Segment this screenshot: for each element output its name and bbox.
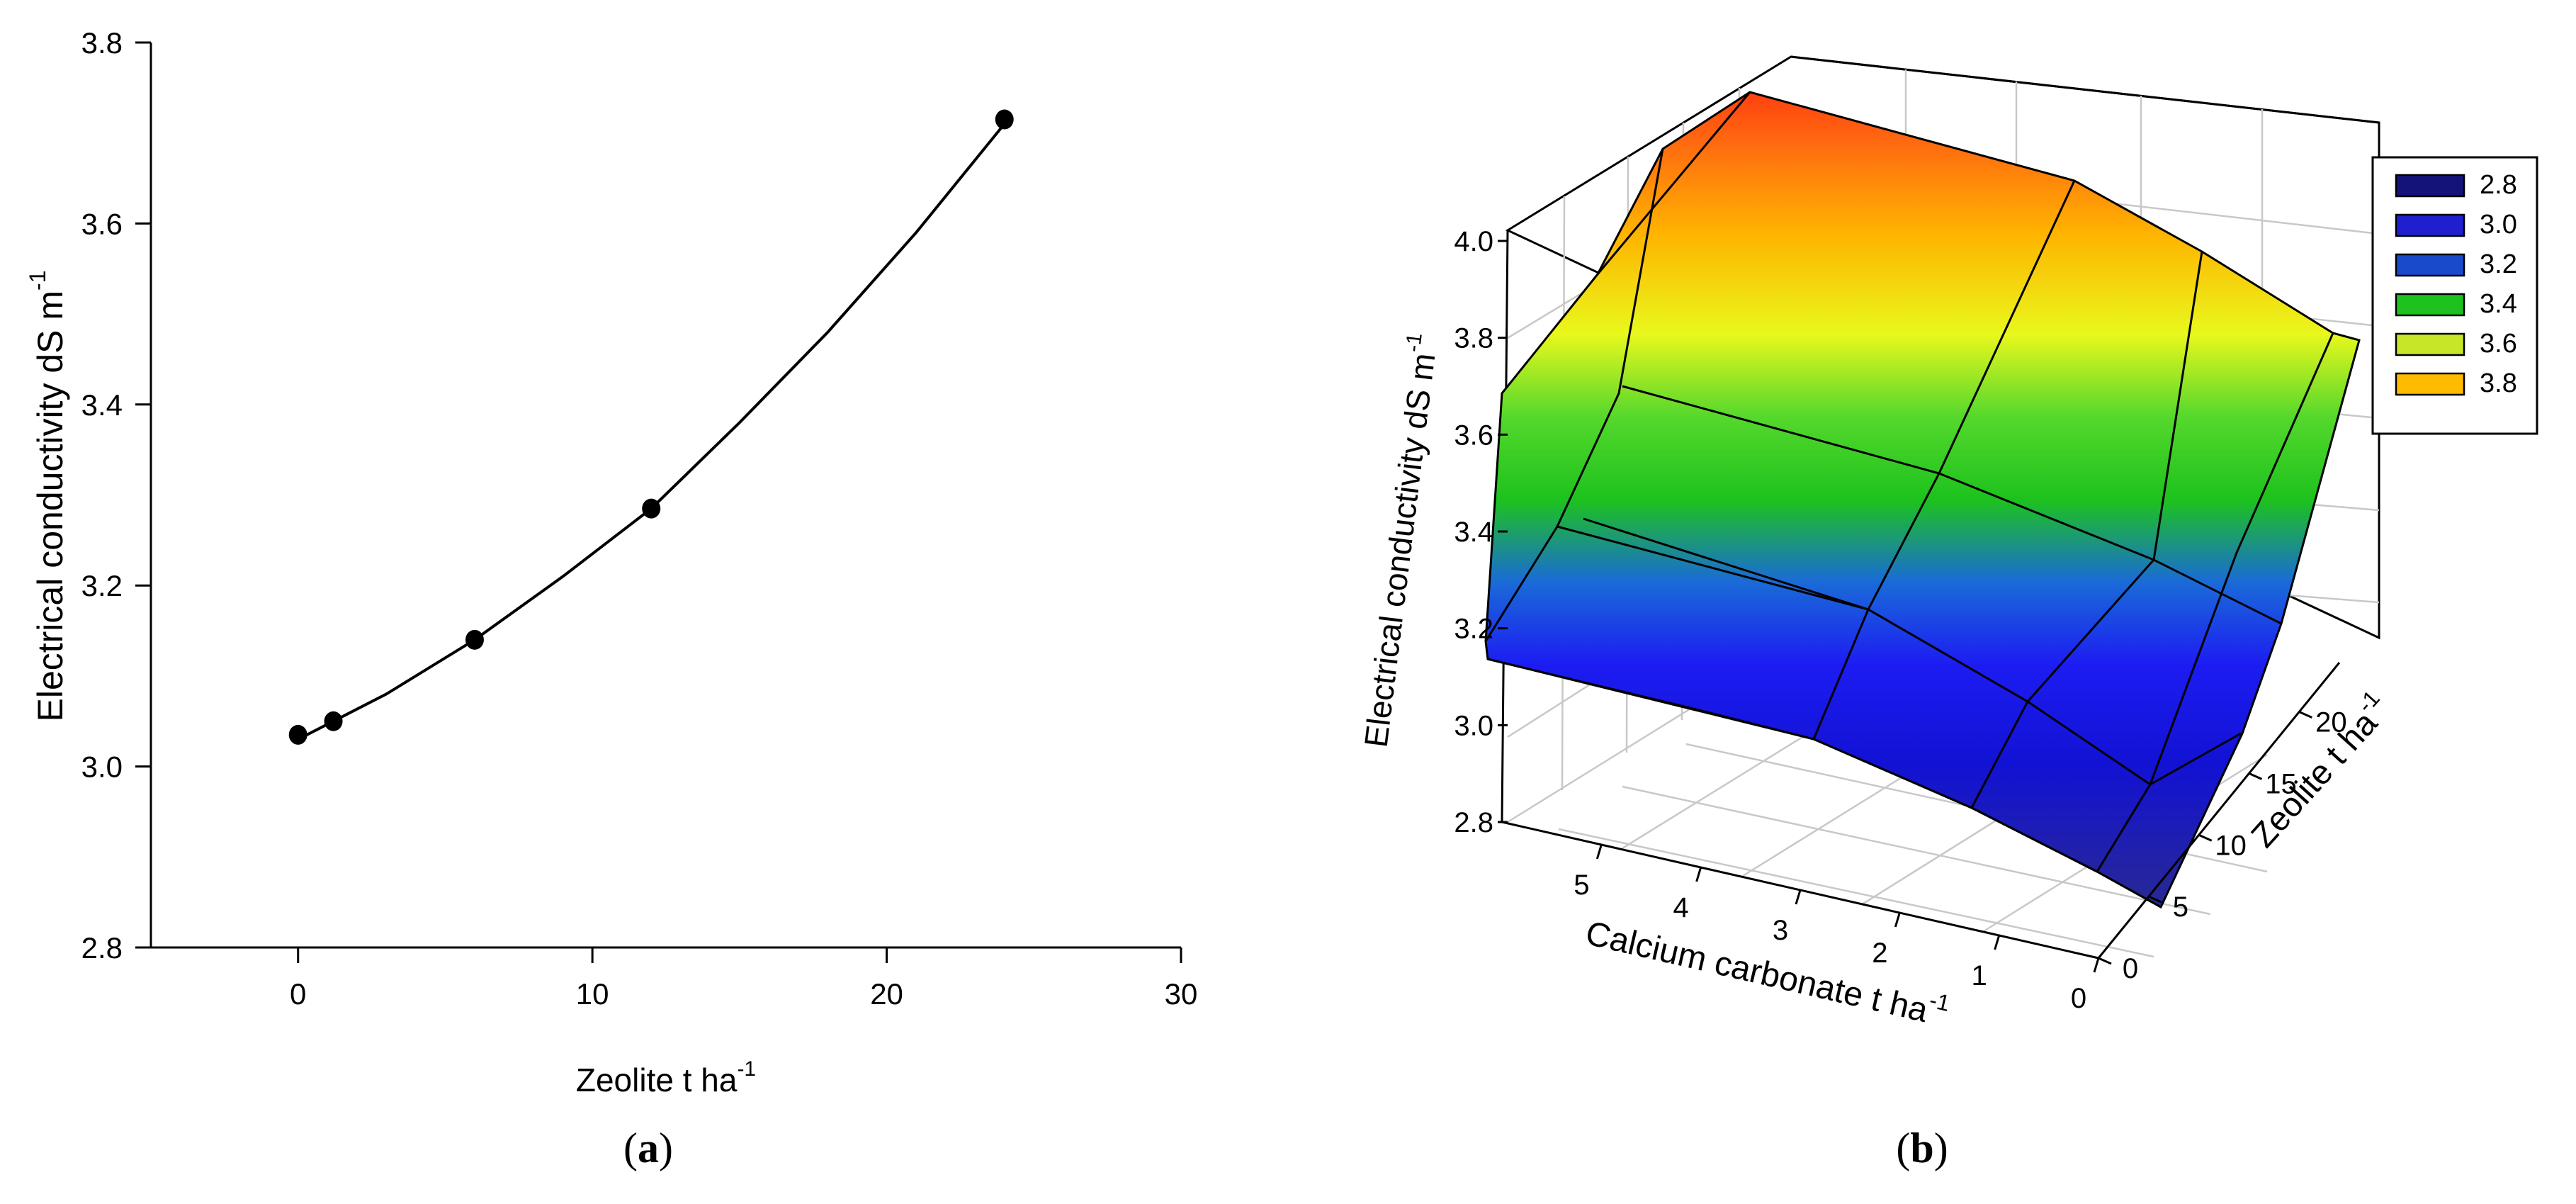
x-axis-label-sup: -1	[737, 1057, 756, 1081]
x-tick-label: 10	[576, 977, 609, 1011]
legend-label: 3.0	[2480, 210, 2517, 240]
gridline	[1558, 828, 2154, 958]
legend-swatch	[2395, 174, 2465, 198]
data-points	[288, 109, 1014, 745]
panel-a-line-chart: 2.8 3.0 3.2 3.4 3.6 3.8 0 10 20 30 Zeolite t ha-…	[25, 26, 1197, 1098]
surface-fill	[1484, 91, 2361, 909]
x-tick-mark	[1695, 867, 1702, 882]
x-tick-label: 1	[1972, 960, 1987, 991]
x-axis-label: Zeolite t ha-1	[576, 1057, 756, 1098]
x-axis-label-sup: -1	[1927, 987, 1953, 1016]
y-tick-label: 20	[2315, 707, 2347, 738]
x-axis-ticks: 0 1 2 3 4 5	[1574, 844, 2100, 1014]
z-axis-ticks: 2.8 3.0 3.2 3.4 3.6 3.8 4.0	[1454, 226, 1508, 838]
legend-swatch	[2395, 372, 2465, 396]
z-tick-label: 3.2	[1454, 614, 1493, 645]
x-tick-mark	[1795, 889, 1802, 905]
fit-curve	[297, 123, 1006, 741]
response-surface	[1484, 91, 2361, 909]
y-tick-label: 3.8	[81, 26, 123, 60]
panel-b-surface-chart: 2.8 3.0 3.2 3.4 3.6 3.8 4.0 0 1 2 3 4 5 0 5 10 15 20 El…	[1353, 55, 2538, 1035]
z-tick-label: 3.0	[1454, 710, 1493, 741]
y-tick-mark	[2098, 957, 2112, 965]
data-point	[995, 109, 1014, 130]
x-tick-mark	[1595, 844, 1603, 860]
z-tick-label: 3.6	[1454, 420, 1493, 451]
y-tick-mark	[2298, 711, 2312, 719]
y-tick-mark	[2198, 833, 2213, 842]
y-tick-mark	[2248, 772, 2263, 780]
y-axis-label: Electrical conductivity dS m-1	[25, 271, 70, 722]
x-tick-label: 0	[2071, 983, 2086, 1014]
panel-a-caption: (a)	[623, 1125, 673, 1171]
data-point	[642, 498, 661, 519]
data-point	[465, 629, 484, 650]
legend-swatch	[2395, 253, 2465, 277]
y-tick-label: 0	[2123, 953, 2138, 984]
y-tick-label: 3.4	[81, 388, 123, 422]
y-axis-ticks: 0 5 10 15 20	[2098, 707, 2347, 984]
z-tick-label: 3.8	[1454, 323, 1493, 354]
z-axis-label-sup: -1	[1401, 332, 1427, 354]
y-tick-label: 3.6	[81, 207, 123, 240]
x-tick-mark	[2093, 957, 2100, 973]
x-tick-label: 20	[870, 977, 903, 1011]
legend-label: 3.4	[2480, 289, 2517, 319]
data-point	[324, 711, 343, 731]
y-tick-label: 15	[2265, 768, 2297, 799]
y-tick-label: 3.2	[81, 569, 123, 602]
y-axis-label-sup: -1	[25, 271, 50, 291]
y-tick-label: 3.0	[81, 750, 123, 784]
panel-b-caption: (b)	[1896, 1125, 1948, 1171]
legend-items: 2.8 3.0 3.2 3.4 3.6 3.8	[2395, 170, 2517, 398]
z-axis-label: Electrical conductivity dS m-1	[1353, 332, 1445, 749]
legend-swatch	[2395, 332, 2465, 356]
x-tick-label: 0	[290, 977, 306, 1011]
gridline	[1622, 785, 2211, 916]
x-axis-ticks: 0 10 20 30	[290, 947, 1197, 1011]
x-tick-label: 3	[1773, 915, 1788, 946]
y-tick-label: 5	[2173, 891, 2188, 923]
legend-label: 3.2	[2480, 249, 2517, 279]
y-tick-mark	[2148, 895, 2162, 904]
legend-swatch	[2395, 213, 2465, 237]
z-tick-label: 2.8	[1454, 807, 1493, 838]
legend-label: 3.8	[2480, 368, 2517, 398]
legend-label: 2.8	[2480, 170, 2517, 200]
x-tick-mark	[1994, 935, 2001, 950]
z-tick-label: 3.4	[1454, 517, 1493, 548]
y-axis-ticks: 2.8 3.0 3.2 3.4 3.6 3.8	[81, 26, 151, 964]
data-point	[288, 724, 307, 745]
legend-label: 3.6	[2480, 329, 2517, 359]
x-tick-mark	[1894, 912, 1901, 928]
x-tick-label: 2	[1872, 938, 1887, 969]
y-tick-label: 2.8	[81, 931, 123, 964]
legend: 2.8 3.0 3.2 3.4 3.6 3.8	[2371, 156, 2538, 435]
surface-mesh-lines	[1484, 91, 2334, 908]
x-tick-label: 30	[1165, 977, 1198, 1011]
y-tick-label: 10	[2215, 830, 2247, 861]
x-tick-label: 4	[1673, 892, 1689, 923]
x-tick-label: 5	[1574, 870, 1589, 901]
z-tick-label: 4.0	[1454, 226, 1493, 257]
legend-swatch	[2395, 293, 2465, 317]
x-axis-label: Calcium carbonate t ha-1	[1582, 908, 1953, 1035]
